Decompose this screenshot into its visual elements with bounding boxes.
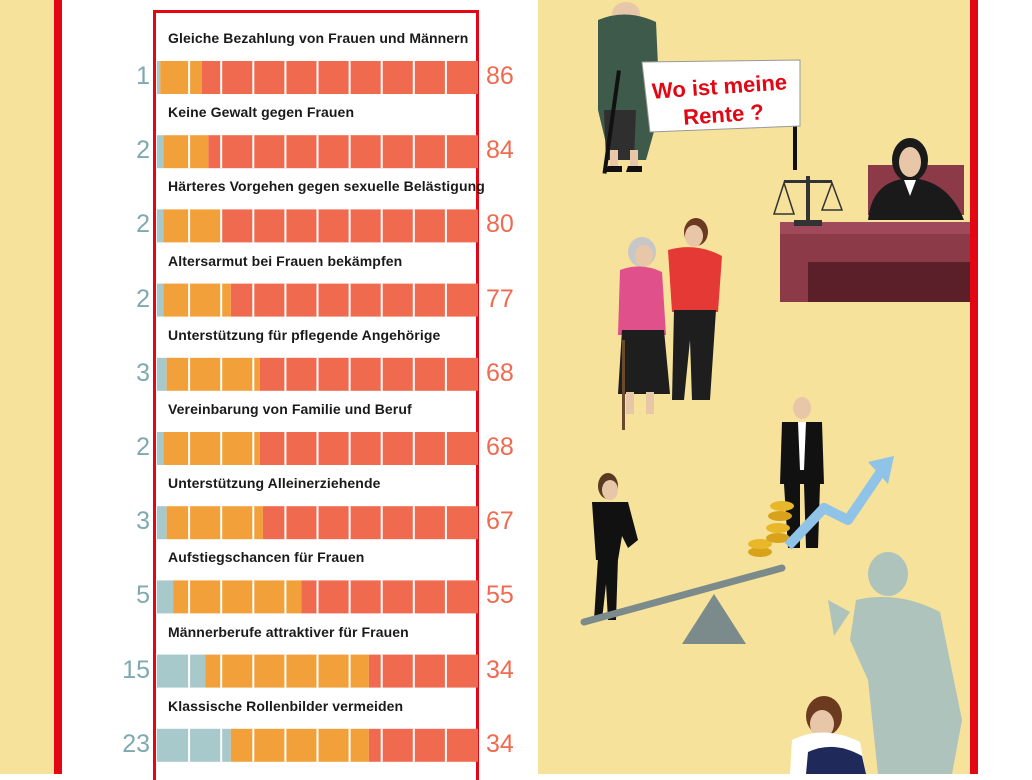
bar-partial xyxy=(163,209,222,243)
bar-partial xyxy=(160,61,202,94)
bar-agreement xyxy=(230,283,478,317)
value-left: 3 xyxy=(136,507,150,536)
bar-agreement xyxy=(262,506,478,540)
caregiver-icon xyxy=(618,218,722,430)
chart-border xyxy=(153,10,479,780)
banner-line-2: Rente ? xyxy=(682,99,764,130)
value-left: 2 xyxy=(136,433,150,461)
bar-agreement xyxy=(208,135,479,169)
category-label: Unterstützung für pflegende Angehörige xyxy=(168,326,441,343)
category-label: Härteres Vorgehen gegen sexuelle Belästi… xyxy=(168,178,485,195)
bar-rejection xyxy=(157,283,164,317)
value-left: 5 xyxy=(136,581,150,610)
bar-rejection xyxy=(157,580,174,614)
value-left: 23 xyxy=(122,729,150,758)
bar-agreement xyxy=(259,357,478,391)
value-left: 3 xyxy=(136,358,150,387)
bar-partial xyxy=(163,283,231,317)
frame-red-line-left xyxy=(54,0,62,774)
bar-rejection xyxy=(157,61,161,94)
value-left: 1 xyxy=(136,62,150,90)
elderly-protester-icon xyxy=(598,2,660,174)
shouting-shadow-icon xyxy=(828,552,962,774)
bar-partial xyxy=(163,432,260,465)
category-label: Gleiche Bezahlung von Frauen und Männern xyxy=(168,30,469,46)
category-label: Unterstützung Alleinerziehende xyxy=(168,475,381,492)
value-right: 77 xyxy=(486,284,514,313)
bar-agreement xyxy=(368,728,478,762)
bar-rejection xyxy=(157,654,206,688)
value-left: 2 xyxy=(136,136,150,165)
illustration: Wo ist meine Rente ? xyxy=(580,2,970,774)
category-label: Altersarmut bei Frauen bekämpfen xyxy=(168,252,403,269)
value-right: 68 xyxy=(486,433,514,461)
frame-red-line-right xyxy=(970,0,978,774)
category-label: Männerberufe attraktiver für Frauen xyxy=(168,623,409,640)
bar-rejection xyxy=(157,135,164,169)
bar-partial xyxy=(205,654,369,688)
judge-icon xyxy=(868,138,964,220)
bar-rejection xyxy=(157,728,231,762)
value-right: 67 xyxy=(486,507,514,536)
coins-icon xyxy=(748,501,794,557)
value-right: 34 xyxy=(486,729,514,758)
judge-bench xyxy=(780,222,970,302)
bar-partial xyxy=(173,580,302,614)
protest-banner: Wo ist meine Rente ? xyxy=(641,59,801,170)
value-right: 86 xyxy=(486,62,514,90)
value-left: 2 xyxy=(136,284,150,313)
bar-partial xyxy=(230,728,369,762)
bar-agreement xyxy=(259,432,478,465)
bar-rejection xyxy=(157,432,164,465)
frame-left xyxy=(0,0,54,774)
sitting-woman-icon xyxy=(790,696,866,774)
bar-agreement xyxy=(368,654,478,688)
bar-agreement xyxy=(301,580,478,614)
bar-rejection xyxy=(157,357,167,391)
scales-icon xyxy=(772,176,844,226)
frame-right xyxy=(978,0,1032,774)
businesswoman-icon xyxy=(592,473,638,620)
bar-partial xyxy=(166,506,263,540)
value-left: 15 xyxy=(122,655,150,684)
category-label: Vereinbarung von Familie und Beruf xyxy=(168,401,412,417)
bar-agreement xyxy=(201,61,478,94)
value-left: 2 xyxy=(136,210,150,239)
value-right: 68 xyxy=(486,358,514,387)
seesaw-icon xyxy=(580,564,786,644)
category-label: Keine Gewalt gegen Frauen xyxy=(168,104,355,121)
bar-partial xyxy=(163,135,209,169)
category-label: Aufstiegschancen für Frauen xyxy=(168,549,365,566)
value-right: 84 xyxy=(486,136,514,165)
bar-rejection xyxy=(157,506,167,540)
bar-rejection xyxy=(157,209,164,243)
bar-partial xyxy=(166,357,260,391)
value-right: 80 xyxy=(486,210,514,239)
category-label: Klassische Rollenbilder vermeiden xyxy=(168,697,404,714)
value-right: 55 xyxy=(486,581,514,610)
value-right: 34 xyxy=(486,655,514,684)
rising-arrow-icon xyxy=(784,456,894,550)
